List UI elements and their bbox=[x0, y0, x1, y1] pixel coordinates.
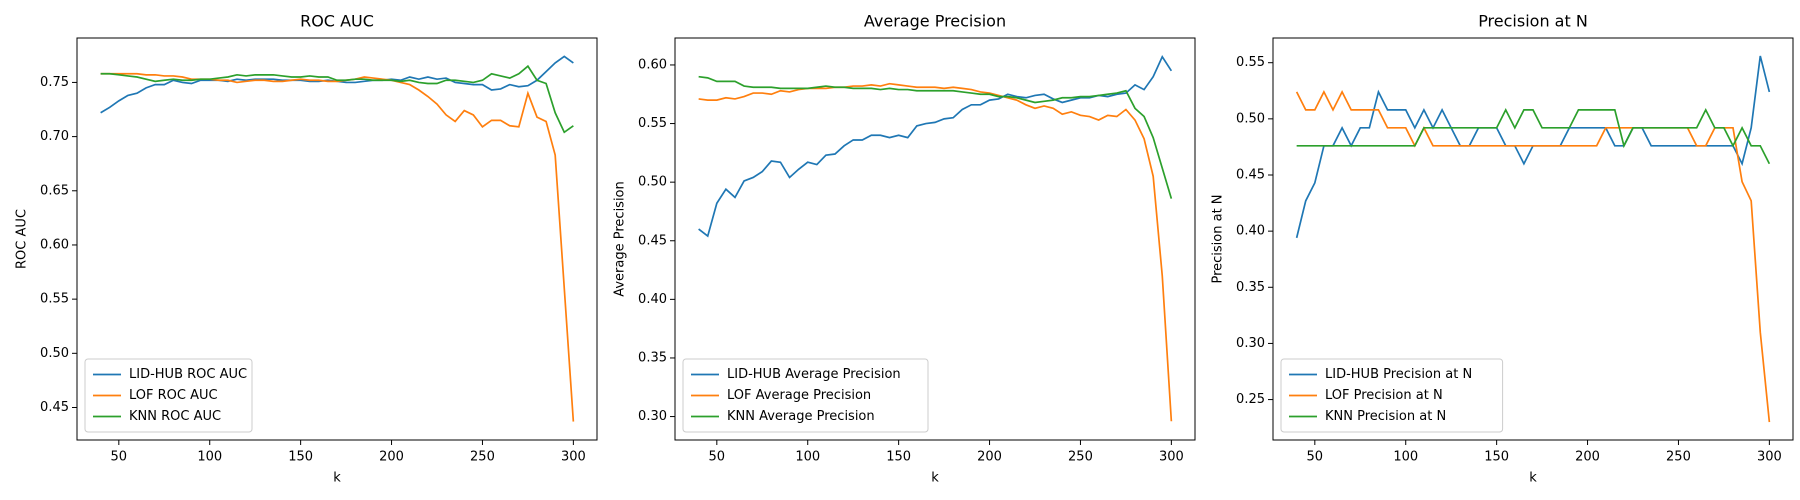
x-tick-label: 100 bbox=[795, 450, 820, 465]
y-tick-label: 0.45 bbox=[40, 400, 69, 415]
y-tick-label: 0.50 bbox=[40, 346, 69, 361]
series-line bbox=[100, 72, 575, 422]
y-tick-label: 0.60 bbox=[40, 237, 69, 252]
legend-label: LOF Precision at N bbox=[1325, 388, 1443, 403]
series-line bbox=[100, 55, 574, 114]
x-axis-label: k bbox=[333, 471, 341, 486]
axes-frame bbox=[1272, 37, 1794, 441]
legend-label: KNN Average Precision bbox=[727, 409, 875, 424]
legend-label: KNN Precision at N bbox=[1325, 409, 1446, 424]
legend-box bbox=[84, 358, 253, 433]
x-tick-label: 100 bbox=[1393, 450, 1418, 465]
x-tick-label: 150 bbox=[288, 450, 313, 465]
x-tick-label: 250 bbox=[1068, 450, 1093, 465]
x-tick-label: 150 bbox=[1484, 450, 1509, 465]
x-tick-label: 50 bbox=[111, 450, 128, 465]
series-line bbox=[698, 75, 1173, 199]
axes-frame bbox=[674, 37, 1196, 441]
y-tick-label: 0.55 bbox=[1236, 55, 1265, 70]
x-tick-label: 200 bbox=[379, 450, 404, 465]
legend-box bbox=[682, 358, 929, 433]
y-tick-label: 0.40 bbox=[1236, 224, 1265, 239]
x-tick-label: 250 bbox=[1666, 450, 1691, 465]
chart-title: Precision at N bbox=[1478, 12, 1588, 31]
y-tick-label: 0.45 bbox=[1236, 167, 1265, 182]
x-tick-label: 300 bbox=[561, 450, 586, 465]
series-line bbox=[698, 82, 1173, 422]
series-line bbox=[100, 64, 574, 134]
y-tick-label: 0.35 bbox=[638, 350, 667, 365]
y-tick-label: 0.45 bbox=[638, 233, 667, 248]
chart-title: Average Precision bbox=[864, 12, 1006, 31]
x-axis-label: k bbox=[1529, 471, 1537, 486]
y-tick-label: 0.55 bbox=[638, 116, 667, 131]
y-tick-label: 0.55 bbox=[40, 292, 69, 307]
series-line bbox=[1295, 90, 1771, 423]
x-tick-label: 50 bbox=[709, 450, 726, 465]
x-axis-label: k bbox=[931, 471, 939, 486]
y-tick-label: 0.30 bbox=[638, 409, 667, 424]
y-tick-label: 0.60 bbox=[638, 57, 667, 72]
y-tick-label: 0.40 bbox=[638, 292, 667, 307]
series-line bbox=[1295, 55, 1771, 239]
y-tick-label: 0.65 bbox=[40, 183, 69, 198]
y-tick-label: 0.50 bbox=[638, 175, 667, 190]
legend-label: KNN ROC AUC bbox=[129, 409, 221, 424]
chart-title: ROC AUC bbox=[300, 12, 374, 31]
x-tick-label: 300 bbox=[1757, 450, 1782, 465]
y-tick-label: 0.30 bbox=[1236, 336, 1265, 351]
y-tick-label: 0.50 bbox=[1236, 111, 1265, 126]
x-tick-label: 300 bbox=[1159, 450, 1184, 465]
legend-label: LID-HUB Precision at N bbox=[1325, 367, 1472, 382]
legend-label: LID-HUB Average Precision bbox=[727, 367, 901, 382]
x-tick-label: 200 bbox=[1575, 450, 1600, 465]
y-tick-label: 0.35 bbox=[1236, 280, 1265, 295]
x-tick-label: 50 bbox=[1307, 450, 1324, 465]
y-tick-label: 0.75 bbox=[40, 75, 69, 90]
y-axis-label: Average Precision bbox=[613, 181, 628, 297]
legend-label: LOF Average Precision bbox=[727, 388, 871, 403]
x-tick-label: 100 bbox=[197, 450, 222, 465]
axes-frame bbox=[76, 37, 598, 441]
x-tick-label: 250 bbox=[470, 450, 495, 465]
legend-label: LID-HUB ROC AUC bbox=[129, 367, 247, 382]
x-tick-label: 200 bbox=[977, 450, 1002, 465]
legend-label: LOF ROC AUC bbox=[129, 388, 218, 403]
x-tick-label: 150 bbox=[886, 450, 911, 465]
series-line bbox=[698, 54, 1173, 238]
series-line bbox=[1296, 107, 1771, 165]
y-tick-label: 0.25 bbox=[1236, 392, 1265, 407]
legend-box bbox=[1280, 358, 1504, 433]
y-axis-label: ROC AUC bbox=[15, 209, 30, 269]
y-tick-label: 0.70 bbox=[40, 129, 69, 144]
y-axis-label: Precision at N bbox=[1211, 194, 1226, 283]
